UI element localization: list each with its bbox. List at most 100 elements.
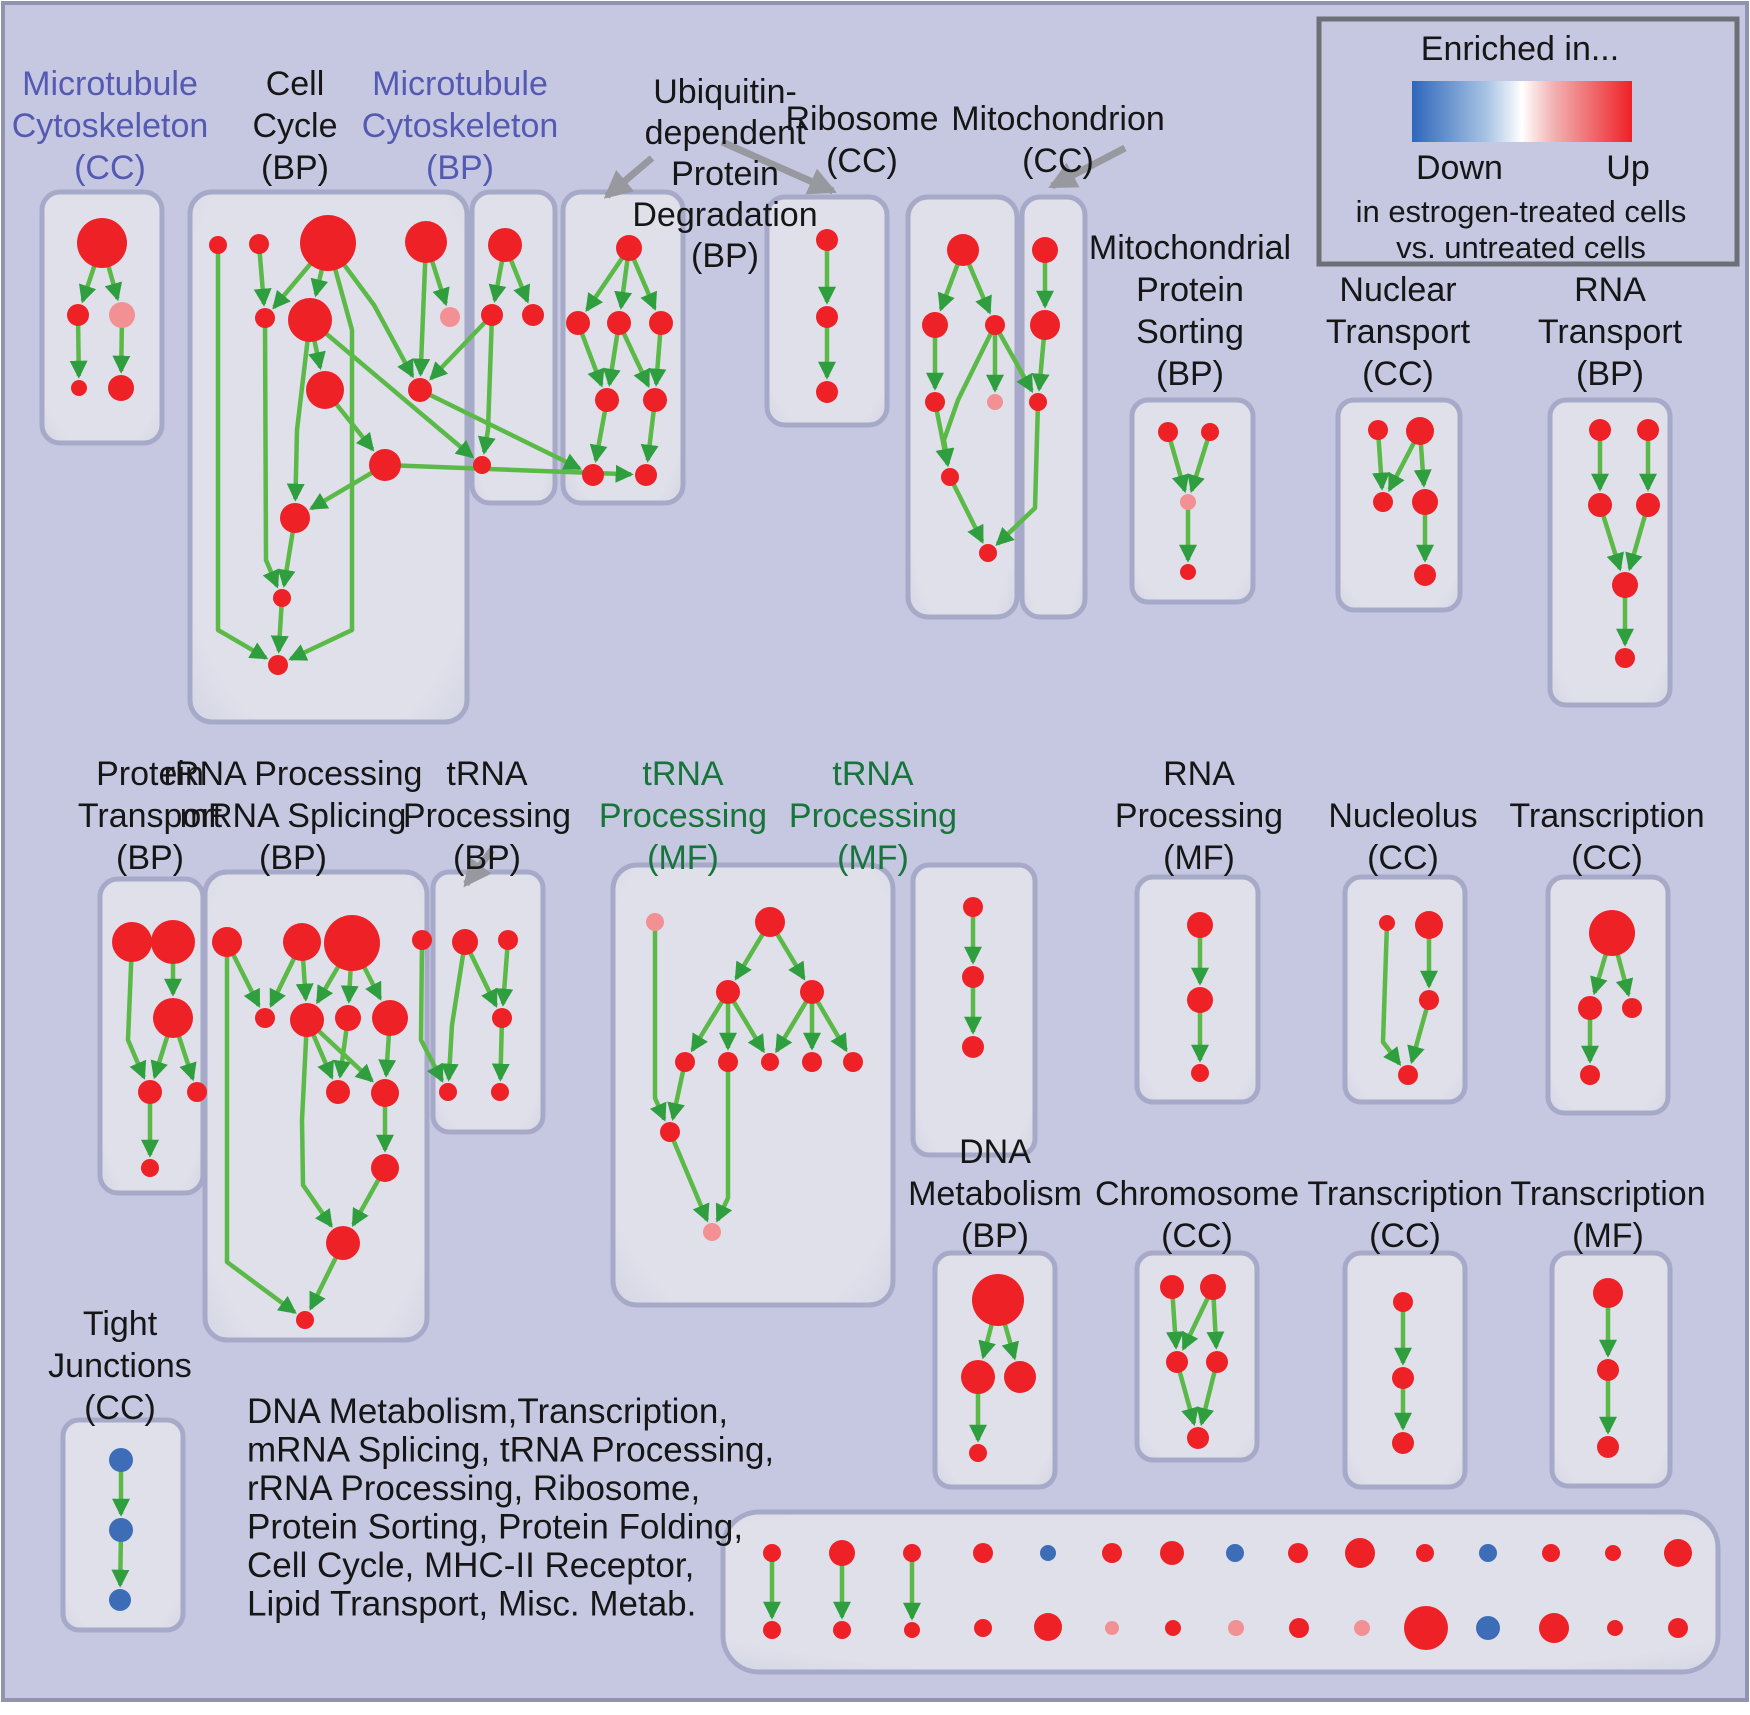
go-term-node-g12 xyxy=(326,1226,360,1260)
go-term-node-a4 xyxy=(71,380,87,396)
go-term-node-c4 xyxy=(405,221,447,263)
go-term-node-b13b xyxy=(1539,1613,1569,1643)
label-trna-bp: tRNA Processing (BP) xyxy=(403,755,571,877)
go-term-node-b11b xyxy=(1404,1606,1448,1650)
go-term-node-b2t xyxy=(829,1540,855,1566)
go-term-node-f3 xyxy=(153,998,193,1038)
go-term-node-u4 xyxy=(649,311,673,335)
edge-s1-s3 xyxy=(1165,431,1190,494)
go-term-node-n4 xyxy=(1398,1065,1418,1085)
cluster-rna-transport-box xyxy=(1547,397,1673,708)
go-term-node-a5 xyxy=(108,375,134,401)
go-term-node-d3 xyxy=(1004,1361,1036,1393)
go-term-node-w1 xyxy=(1593,1278,1623,1308)
go-term-node-b11t xyxy=(1416,1544,1434,1562)
go-term-node-o1 xyxy=(1589,910,1635,956)
go-term-node-f5 xyxy=(187,1082,207,1102)
go-term-node-k1 xyxy=(963,897,983,917)
go-term-node-r1 xyxy=(947,234,979,266)
go-term-node-b4b xyxy=(974,1619,992,1637)
legend-subtitle-line1: in estrogen-treated cells xyxy=(1356,194,1687,229)
go-term-node-j1 xyxy=(755,907,785,937)
go-term-node-c8 xyxy=(306,371,344,409)
label-pointer-arrow-icon-3 xyxy=(1048,144,1127,190)
go-term-node-f1 xyxy=(112,922,152,962)
go-term-node-c3 xyxy=(300,215,356,271)
go-term-node-j7 xyxy=(802,1052,822,1072)
go-term-node-q1 xyxy=(1589,419,1611,441)
go-term-node-b15t xyxy=(1664,1539,1692,1567)
label-pointer-arrow-icon-4 xyxy=(463,847,495,888)
edge-c2-c5 xyxy=(253,243,272,307)
go-term-node-p4 xyxy=(1412,489,1438,515)
label-dna-metabolism: DNA Metabolism (BP) xyxy=(908,1133,1082,1255)
go-term-node-r3 xyxy=(985,315,1005,335)
go-term-node-g7 xyxy=(335,1005,361,1031)
go-term-node-b6b xyxy=(1105,1621,1119,1635)
label-tight-junctions: Tight Junctions (CC) xyxy=(48,1305,192,1427)
go-term-node-c6 xyxy=(288,298,332,342)
go-term-node-p5 xyxy=(1414,564,1436,586)
go-term-node-f6 xyxy=(141,1159,159,1177)
go-term-node-r4 xyxy=(925,392,945,412)
go-term-node-j2 xyxy=(716,980,740,1004)
go-term-node-r5 xyxy=(987,394,1003,410)
label-mixed-cluster-list: DNA Metabolism,Transcription, mRNA Splici… xyxy=(247,1392,774,1624)
edge-h3-h5 xyxy=(491,1017,510,1082)
go-term-node-g1 xyxy=(212,927,242,957)
go-term-node-m3 xyxy=(522,304,544,326)
label-rna-processing-mf: RNA Processing (MF) xyxy=(1115,755,1283,877)
label-ubiquitin-degradation: Ubiquitin-dependent Protein Degradation (BP… xyxy=(632,73,817,275)
legend-up-label: Up xyxy=(1606,149,1649,187)
go-term-node-j10 xyxy=(703,1223,721,1241)
go-term-node-l2 xyxy=(1187,987,1213,1013)
go-term-node-s3 xyxy=(1180,494,1196,510)
go-term-node-p2 xyxy=(1406,417,1434,445)
go-term-node-g11 xyxy=(371,1154,399,1182)
go-term-node-w2 xyxy=(1597,1359,1619,1381)
go-term-node-z2 xyxy=(109,1518,133,1542)
go-term-node-e3 xyxy=(1166,1351,1188,1373)
go-term-node-b2b xyxy=(833,1621,851,1639)
edge-c3-c13 xyxy=(288,242,355,662)
go-term-node-q2 xyxy=(1637,419,1659,441)
go-term-node-b3b xyxy=(904,1622,920,1638)
go-term-node-q6 xyxy=(1615,648,1635,668)
go-term-node-q3 xyxy=(1588,493,1612,517)
go-term-node-w3 xyxy=(1597,1436,1619,1458)
go-term-node-t2 xyxy=(1392,1367,1414,1389)
edge-g6-g12 xyxy=(299,1019,333,1228)
cluster-mixed-cluster-box xyxy=(720,1509,1721,1675)
go-term-node-v1 xyxy=(816,229,838,251)
go-term-node-r2 xyxy=(922,312,948,338)
legend-color-gradient-bar xyxy=(1412,81,1632,142)
go-term-node-b7b xyxy=(1165,1620,1181,1636)
edge-c5-c12 xyxy=(262,317,280,589)
go-term-node-e5 xyxy=(1187,1427,1209,1449)
go-term-node-m1 xyxy=(488,228,522,262)
go-term-node-n3 xyxy=(1419,990,1439,1010)
go-term-node-b3t xyxy=(903,1544,921,1562)
go-term-node-v3 xyxy=(816,381,838,403)
go-term-node-a1 xyxy=(77,218,127,268)
go-term-node-u1 xyxy=(616,235,642,261)
go-term-node-g10 xyxy=(371,1079,399,1107)
edge-j9-j10 xyxy=(667,1131,710,1223)
edge-s2-s3 xyxy=(1187,431,1213,494)
go-term-node-b9t xyxy=(1288,1543,1308,1563)
legend-title: Enriched in... xyxy=(1421,30,1619,68)
go-term-node-d1 xyxy=(972,1274,1024,1326)
edge-c6-m4 xyxy=(308,318,475,459)
go-term-node-o3 xyxy=(1622,998,1642,1018)
go-term-node-j6 xyxy=(761,1053,779,1071)
label-transcription-mf: Transcription (MF) xyxy=(1510,1175,1705,1255)
label-pointer-arrow-icon-2 xyxy=(720,138,837,195)
go-term-node-b5t xyxy=(1040,1545,1056,1561)
go-term-node-x3 xyxy=(1029,393,1047,411)
go-term-node-b5b xyxy=(1034,1613,1062,1641)
label-ribosome: Ribosome (CC) xyxy=(785,100,938,180)
label-microtubule-cc: Microtubule Cytoskeleton (CC) xyxy=(12,65,209,187)
go-term-node-c5 xyxy=(255,308,275,328)
go-term-node-g6 xyxy=(290,1003,324,1037)
